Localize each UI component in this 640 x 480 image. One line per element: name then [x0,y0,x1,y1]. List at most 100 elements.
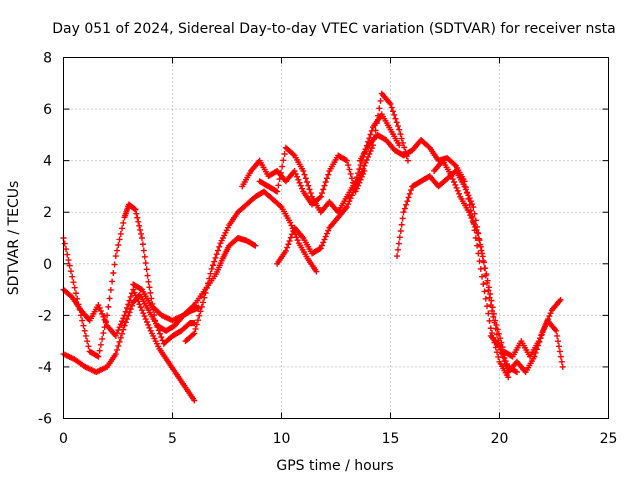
data-point [467,198,474,205]
data-point [367,131,374,138]
data-point [95,302,102,309]
x-axis-label: GPS time / hours [276,458,393,474]
data-point [209,262,216,269]
x-tick-label: 10 [273,431,291,447]
data-point [138,307,145,314]
data-point [404,157,411,164]
data-point [294,173,301,180]
data-point [252,242,259,249]
data-point [346,198,353,205]
data-point [482,265,489,272]
data-point [469,218,476,225]
data-point [97,341,104,348]
data-point [405,194,412,201]
data-point [198,303,205,310]
data-point [557,353,564,360]
data-point [125,301,132,308]
data-point [474,229,481,236]
data-point [97,307,104,314]
data-point [453,184,460,191]
data-point [396,234,403,241]
y-tick-label: -4 [38,360,52,376]
data-point [114,346,121,353]
data-point [190,331,197,338]
data-point [479,273,486,280]
data-point [139,241,146,248]
data-point [505,374,512,381]
data-point [464,189,471,196]
data-point [408,187,415,194]
data-point [137,226,144,233]
data-point [288,222,295,229]
data-point [85,343,92,350]
data-point [465,209,472,216]
data-point [486,317,493,324]
data-point [111,261,118,268]
data-point [513,369,520,376]
data-point [472,235,479,241]
data-point [96,347,103,354]
data-point [400,209,407,216]
data-point [365,153,372,160]
data-point [401,205,408,212]
data-point [145,278,152,285]
data-point [104,312,111,319]
data-point [110,269,117,276]
data-point [306,186,313,193]
data-point [498,339,505,346]
data-point [290,151,297,158]
x-tick-label: 25 [600,431,618,447]
data-point [320,239,327,246]
data-point [121,322,128,329]
data-point [317,193,324,200]
data-point [285,241,292,248]
data-point [299,185,306,192]
data-point [401,144,408,151]
data-point [343,157,350,164]
data-point [286,237,293,244]
data-point [119,225,126,232]
data-point [398,135,405,142]
data-point [106,295,113,302]
data-point [454,187,461,194]
data-point [313,268,320,275]
data-point [117,321,124,328]
data-point [208,265,215,272]
data-point [342,156,349,163]
data-point [206,275,213,282]
data-point [403,201,410,208]
data-point [65,257,72,264]
data-point [355,177,362,184]
data-point [144,272,151,279]
data-point [141,313,148,320]
data-point [462,186,469,193]
data-point [533,346,540,353]
data-point [117,230,124,237]
data-point [395,240,402,247]
data-point [100,330,107,337]
series-12 [487,296,564,376]
data-point [541,324,548,331]
x-tick-label: 5 [168,431,177,447]
data-point [532,349,539,356]
data-point [348,192,355,199]
data-point [392,115,399,122]
data-point [452,181,459,188]
data-point [207,270,214,277]
data-point [325,227,332,234]
data-point [135,218,142,225]
data-point [500,354,507,361]
y-axis-label: SDTVAR / TECUs [6,181,22,296]
data-point [316,194,323,201]
data-point [367,148,374,155]
data-point [361,162,368,169]
x-tick-label: 20 [491,431,509,447]
data-point [277,169,284,176]
data-point [406,190,413,197]
data-point [289,231,296,238]
data-point [100,313,107,320]
data-point [475,235,482,242]
data-point [547,310,554,317]
data-point [483,271,490,278]
